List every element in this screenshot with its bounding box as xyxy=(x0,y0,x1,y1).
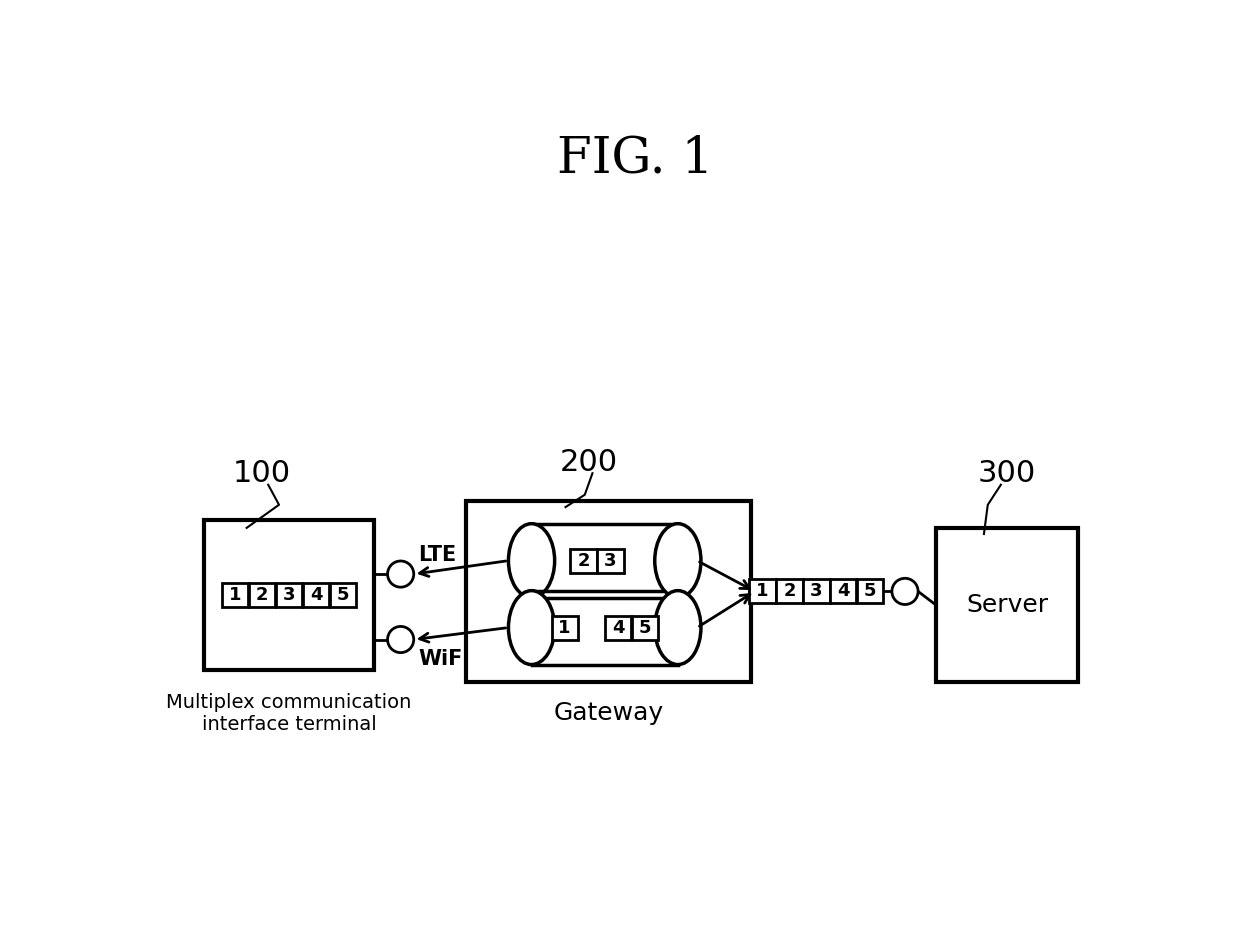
Text: 3: 3 xyxy=(604,552,616,570)
FancyBboxPatch shape xyxy=(605,616,631,640)
Text: 3: 3 xyxy=(810,583,822,601)
FancyBboxPatch shape xyxy=(277,584,303,607)
FancyBboxPatch shape xyxy=(552,616,578,640)
Text: 4: 4 xyxy=(310,587,322,604)
FancyBboxPatch shape xyxy=(598,548,624,573)
Circle shape xyxy=(388,561,414,587)
Text: Multiplex communication
interface terminal: Multiplex communication interface termin… xyxy=(166,693,412,734)
Text: 5: 5 xyxy=(336,587,350,604)
Text: 1: 1 xyxy=(558,618,570,637)
Text: Server: Server xyxy=(966,593,1048,616)
FancyBboxPatch shape xyxy=(570,548,596,573)
Circle shape xyxy=(892,578,918,604)
FancyBboxPatch shape xyxy=(776,579,802,603)
FancyBboxPatch shape xyxy=(249,584,275,607)
FancyBboxPatch shape xyxy=(632,616,658,640)
Text: 4: 4 xyxy=(611,618,625,637)
Text: 1: 1 xyxy=(229,587,242,604)
Text: 5: 5 xyxy=(864,583,877,601)
FancyBboxPatch shape xyxy=(831,579,857,603)
Text: 300: 300 xyxy=(978,460,1037,488)
FancyBboxPatch shape xyxy=(303,584,329,607)
FancyBboxPatch shape xyxy=(466,501,751,682)
Text: 1: 1 xyxy=(756,583,769,601)
Ellipse shape xyxy=(655,590,701,665)
Text: 2: 2 xyxy=(578,552,590,570)
FancyBboxPatch shape xyxy=(936,528,1079,682)
Text: 100: 100 xyxy=(233,460,291,488)
FancyBboxPatch shape xyxy=(222,584,248,607)
Text: 200: 200 xyxy=(559,448,618,477)
Text: Gateway: Gateway xyxy=(553,701,663,725)
FancyBboxPatch shape xyxy=(532,524,678,598)
Text: 2: 2 xyxy=(255,587,268,604)
FancyBboxPatch shape xyxy=(804,579,830,603)
FancyBboxPatch shape xyxy=(205,520,373,671)
Text: 3: 3 xyxy=(283,587,295,604)
Text: 5: 5 xyxy=(639,618,651,637)
Ellipse shape xyxy=(508,524,554,598)
Text: FIG. 1: FIG. 1 xyxy=(557,134,714,183)
FancyBboxPatch shape xyxy=(330,584,356,607)
Text: LTE: LTE xyxy=(418,545,456,565)
Ellipse shape xyxy=(508,590,554,665)
Circle shape xyxy=(388,627,414,653)
Ellipse shape xyxy=(655,524,701,598)
Text: 4: 4 xyxy=(837,583,849,601)
FancyBboxPatch shape xyxy=(857,579,883,603)
Text: WiFi: WiFi xyxy=(418,649,470,669)
Text: 2: 2 xyxy=(784,583,796,601)
FancyBboxPatch shape xyxy=(532,590,678,665)
FancyBboxPatch shape xyxy=(749,579,776,603)
